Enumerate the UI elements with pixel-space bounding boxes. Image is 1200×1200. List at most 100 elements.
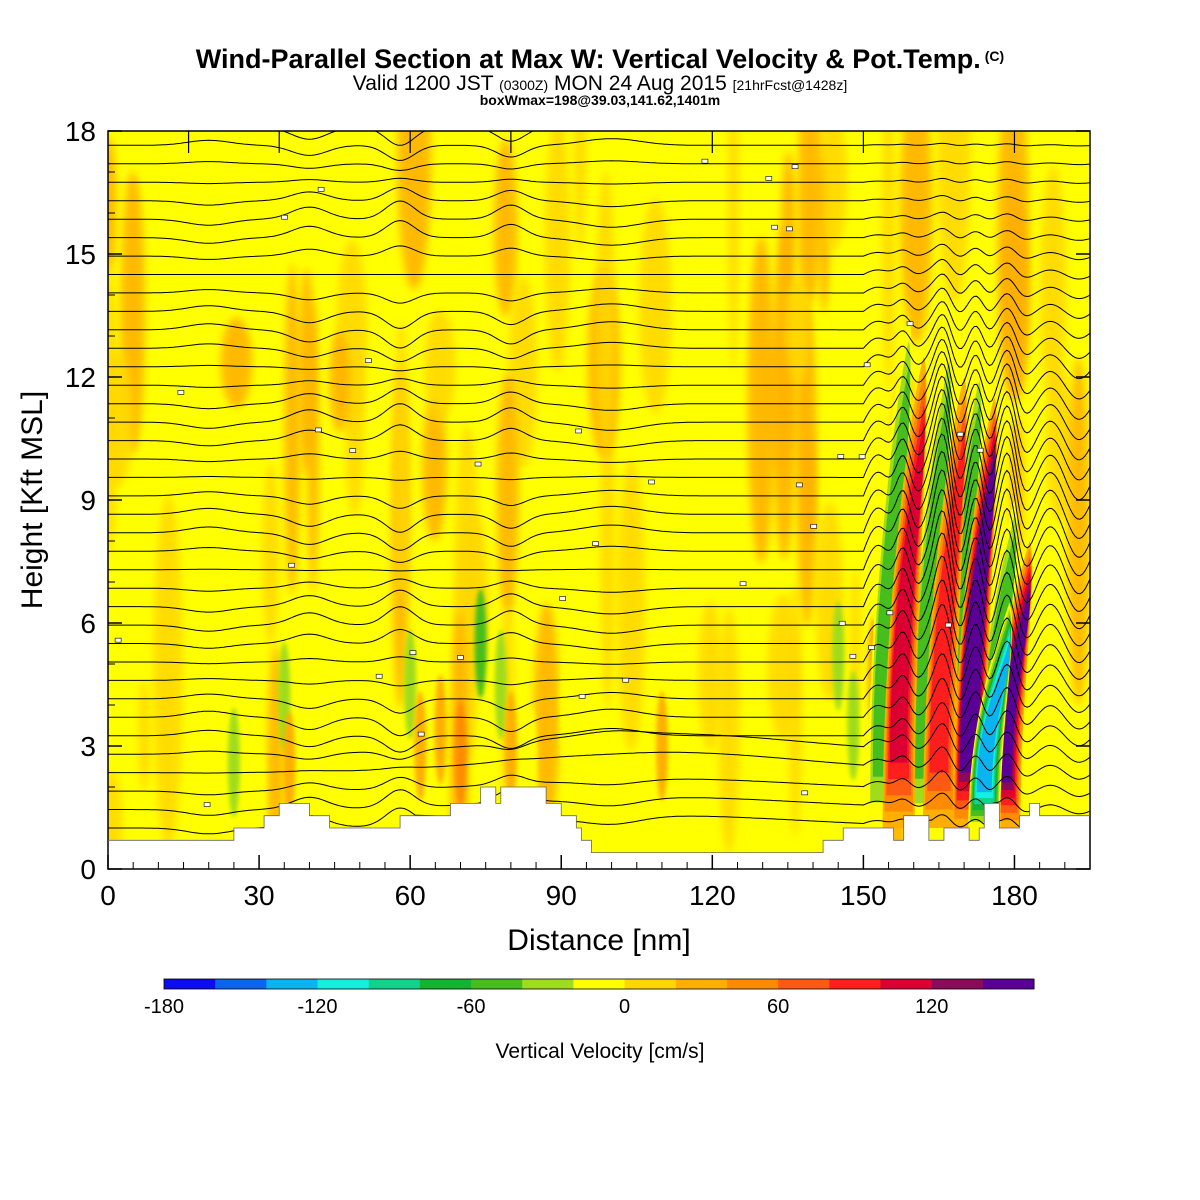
colorbar: -180 -120 -60 0 60 120 Vertical Velocity [cm/s…: [144, 978, 1035, 1063]
contour-label-marker: [114, 637, 122, 643]
weak-velocity-patch: [424, 309, 456, 423]
weak-velocity-patch: [900, 131, 932, 344]
pot-temp-contour: [108, 375, 1090, 461]
weak-velocity-patch: [1046, 368, 1073, 523]
pot-temp-contour: [108, 807, 1020, 835]
pot-temp-contour: [108, 789, 1090, 816]
weak-velocity-patch: [617, 459, 646, 751]
weak-velocity-patch: [298, 267, 315, 476]
contour-label-marker: [177, 390, 185, 395]
contour-label-marker: [622, 677, 630, 683]
colorbar-tick-label: -60: [457, 996, 486, 1018]
contour-label-marker: [739, 581, 747, 587]
contour-label-marker: [838, 620, 846, 626]
y-tick-label: 0: [80, 854, 96, 885]
colorbar-tick-label: -180: [144, 996, 184, 1018]
contour-label-marker: [701, 158, 709, 164]
downdraft-core: [978, 644, 1010, 787]
weak-velocity-patch: [544, 131, 571, 373]
pot-temp-contour: [108, 628, 1090, 697]
colorbar-swatch: [982, 979, 1035, 989]
contour-label-marker: [474, 461, 482, 467]
contour-label-marker: [457, 655, 464, 660]
pot-temp-contour: [108, 314, 1090, 363]
downdraft-patch: [832, 600, 845, 711]
contour-label-marker: [317, 186, 325, 192]
box-info: boxWmax=198@39.03,141.62,1401m: [479, 92, 721, 108]
downdraft-sheath: [875, 392, 910, 752]
colorbar-swatch: [778, 979, 830, 989]
contour-label-marker: [559, 596, 566, 601]
x-tick-label: 0: [100, 880, 116, 911]
weak-velocity-patch: [397, 131, 432, 290]
contour-label-marker: [886, 610, 894, 616]
contour-label-marker: [791, 164, 799, 169]
pot-temp-contour: [108, 287, 1090, 329]
colorbar-swatch: [419, 979, 472, 989]
contour-label-marker: [863, 362, 871, 368]
pot-temp-contour: [108, 200, 1090, 228]
contour-label-marker: [858, 454, 866, 459]
weak-velocity-patch: [394, 320, 409, 603]
weak-velocity-patch: [600, 375, 615, 711]
contour-label-marker: [849, 653, 857, 659]
pot-temp-contour: [108, 258, 1090, 280]
pot-temp-contour: [108, 469, 1090, 577]
y-tick-label: 3: [80, 731, 96, 762]
contour-label-marker: [578, 694, 586, 699]
weak-velocity-patch: [638, 198, 672, 414]
forecast-info: [21hrFcst@1428z]: [732, 77, 848, 93]
velocity-cores: [867, 315, 1033, 828]
pot-temp-contour: [108, 702, 1090, 753]
valid-date: MON 24 Aug 2015: [553, 72, 727, 95]
pot-temp-contour: [108, 326, 1090, 380]
x-axis-label: Distance [nm]: [507, 924, 690, 957]
weak-velocity-patch: [788, 581, 802, 838]
updraft-patch: [414, 691, 427, 801]
contour-label-marker: [203, 802, 211, 807]
pot-temp-contour: [108, 488, 1090, 595]
colorbar-swatch: [266, 979, 319, 989]
downdraft-patch: [227, 707, 240, 818]
contour-label-marker: [592, 541, 599, 546]
y-tick-label: 15: [65, 239, 96, 270]
updraft-core: [998, 594, 1030, 775]
pot-temp-contour: [108, 243, 1090, 262]
colorbar-swatch: [164, 979, 216, 989]
contour-label-marker: [375, 673, 383, 679]
weak-velocity-patch: [747, 236, 775, 564]
contour-label-marker: [349, 448, 357, 453]
pot-temp-contour: [108, 433, 1090, 539]
colorbar-swatch: [317, 979, 370, 989]
pot-temp-contour: [108, 177, 1090, 185]
contour-label-marker: [837, 454, 845, 459]
updraft-core: [963, 480, 995, 745]
x-tick-label: 150: [840, 880, 887, 911]
pot-temp-contour: [108, 273, 1090, 304]
weak-velocity-patch: [262, 462, 279, 645]
colorbar-swatch: [471, 979, 523, 989]
pot-temp-contour: [108, 723, 1090, 763]
contour-label-marker: [575, 428, 582, 434]
pot-temp-contour: [108, 450, 1090, 558]
weak-velocity-patch: [533, 602, 560, 829]
pot-temp-contour: [108, 388, 1090, 481]
contour-label-marker: [315, 427, 322, 433]
colorbar-swatch: [880, 979, 933, 989]
weak-velocity-patch: [781, 150, 796, 291]
contour-label-marker: [976, 447, 984, 453]
weak-velocity-patch: [493, 138, 518, 318]
x-tick-label: 90: [546, 880, 577, 911]
contour-label-marker: [801, 790, 809, 796]
colorbar-swatch: [522, 979, 574, 989]
x-tick-label: 180: [991, 880, 1038, 911]
updraft-patch: [655, 691, 668, 801]
x-tick-label: 60: [395, 880, 426, 911]
pot-temp-contour: [108, 579, 1090, 664]
pot-temp-contour: [108, 138, 1090, 161]
contour-label-marker: [786, 226, 793, 232]
pot-temp-contour: [108, 746, 1090, 780]
weak-velocity-patch: [329, 331, 350, 433]
updraft-patch: [434, 674, 447, 785]
